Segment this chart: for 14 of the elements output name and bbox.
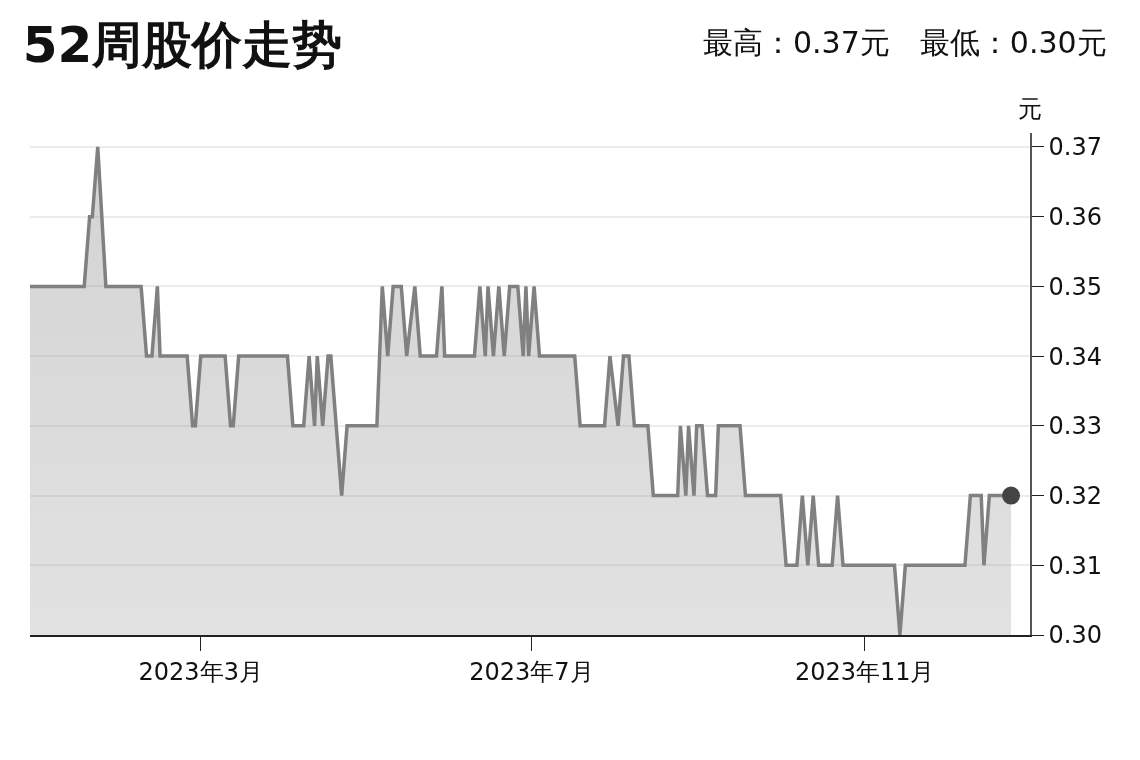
chart-title: 52周股价走势	[22, 15, 343, 74]
y-axis-title: 元	[1018, 95, 1042, 123]
y-tick-label: 0.36	[1048, 203, 1102, 232]
y-tick-label: 0.34	[1048, 342, 1102, 371]
y-tick-label: 0.31	[1048, 551, 1102, 580]
y-tick-label: 0.32	[1048, 481, 1102, 510]
y-tick-label: 0.30	[1048, 621, 1102, 650]
x-tick-label: 2023年11月	[794, 657, 935, 686]
x-tick-label: 2023年3月	[138, 657, 263, 686]
chart-subtitle: 最高：0.37元 最低：0.30元	[703, 25, 1107, 60]
x-tick-label: 2023年7月	[469, 657, 594, 686]
y-tick-label: 0.37	[1048, 133, 1102, 162]
y-tick-label: 0.33	[1048, 412, 1102, 441]
y-tick-label: 0.35	[1048, 272, 1102, 301]
